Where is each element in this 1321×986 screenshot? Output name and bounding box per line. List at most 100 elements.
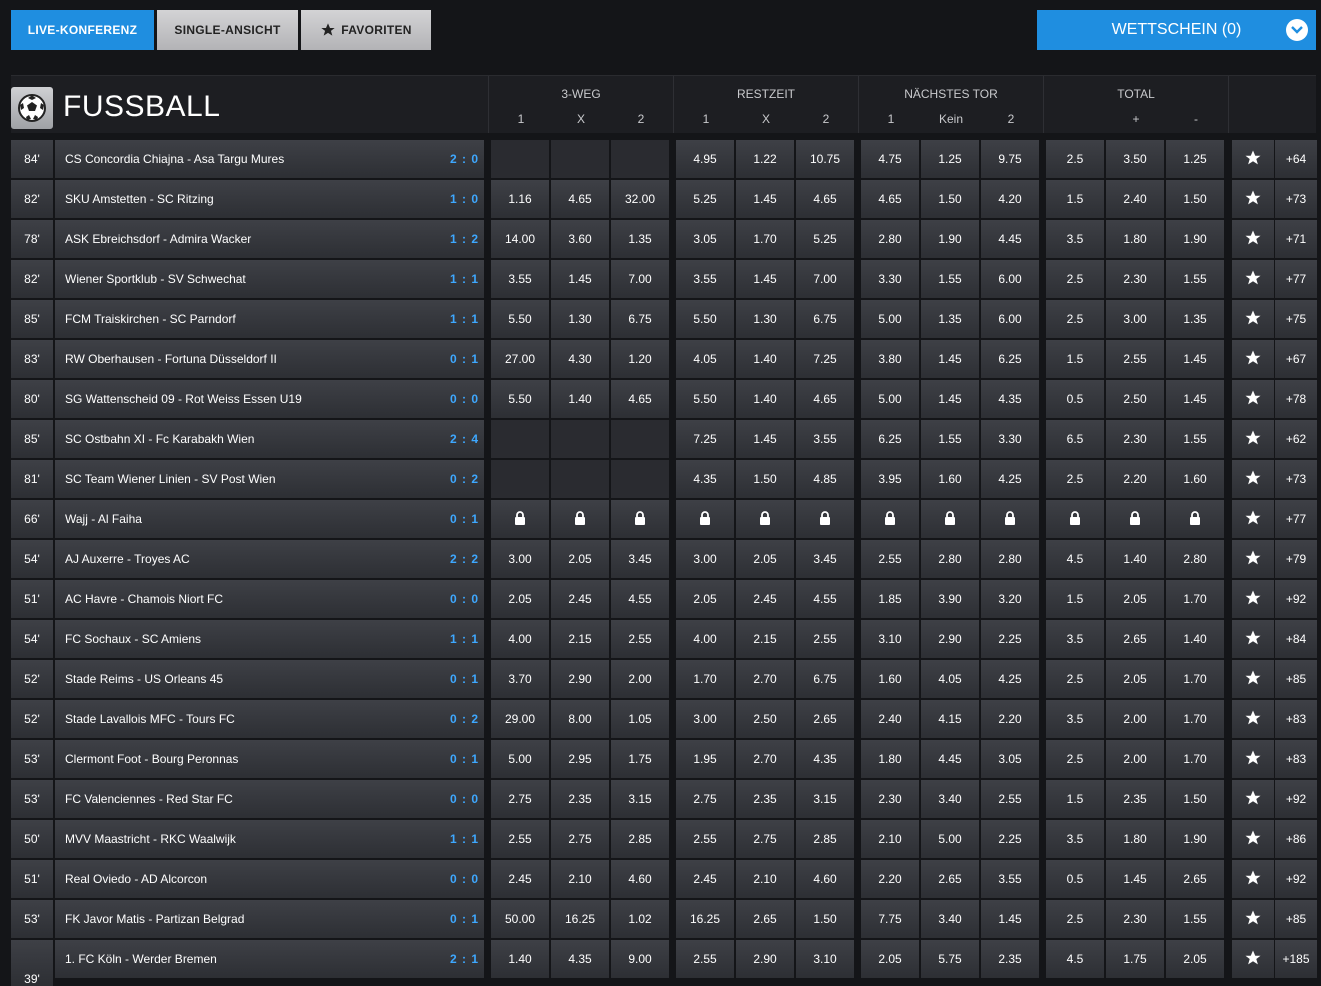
odd-button[interactable]: 1.45 bbox=[981, 900, 1039, 938]
odd-button[interactable]: 7.00 bbox=[611, 260, 669, 298]
odd-button[interactable]: 2.05 bbox=[1166, 940, 1224, 978]
odd-button[interactable]: 2.10 bbox=[736, 860, 794, 898]
odd-button[interactable]: 5.00 bbox=[861, 300, 919, 338]
odd-button[interactable]: 3.05 bbox=[981, 740, 1039, 778]
odd-button[interactable]: 2.05 bbox=[491, 580, 549, 618]
odd-button[interactable]: 9.75 bbox=[981, 140, 1039, 178]
odd-button[interactable]: 2.85 bbox=[796, 820, 854, 858]
odd-button[interactable]: 2.30 bbox=[861, 780, 919, 818]
match-teams-cell[interactable]: FCM Traiskirchen - SC Parndorf 1 : 1 bbox=[55, 300, 484, 338]
odd-button[interactable]: 2.75 bbox=[676, 780, 734, 818]
favorite-star-button[interactable] bbox=[1232, 180, 1274, 218]
odd-button[interactable]: 1.5 bbox=[1046, 340, 1104, 378]
more-markets-button[interactable]: +78 bbox=[1275, 380, 1317, 418]
odd-button[interactable]: 1.60 bbox=[921, 460, 979, 498]
favorite-star-button[interactable] bbox=[1232, 620, 1274, 658]
odd-button[interactable]: 2.5 bbox=[1046, 740, 1104, 778]
match-teams-cell[interactable]: Wajj - Al Faiha 0 : 1 bbox=[55, 500, 484, 538]
odd-button[interactable]: 3.15 bbox=[796, 780, 854, 818]
odd-button[interactable]: 4.60 bbox=[611, 860, 669, 898]
odd-button[interactable]: 2.30 bbox=[1106, 420, 1164, 458]
odd-button[interactable]: 2.65 bbox=[1166, 860, 1224, 898]
odd-button[interactable]: 0.5 bbox=[1046, 380, 1104, 418]
odd-button[interactable]: 1.55 bbox=[1166, 260, 1224, 298]
odd-button[interactable]: 1.50 bbox=[921, 180, 979, 218]
odd-button[interactable]: 14.00 bbox=[491, 220, 549, 258]
odd-button[interactable]: 4.15 bbox=[921, 700, 979, 738]
favorite-star-button[interactable] bbox=[1232, 580, 1274, 618]
odd-button[interactable]: 2.05 bbox=[676, 580, 734, 618]
odd-button[interactable]: 2.75 bbox=[551, 820, 609, 858]
odd-button[interactable]: 16.25 bbox=[676, 900, 734, 938]
odd-button[interactable]: 2.30 bbox=[1106, 900, 1164, 938]
chevron-down-icon[interactable] bbox=[1286, 19, 1308, 41]
odd-button[interactable]: 1.90 bbox=[1166, 820, 1224, 858]
odd-button[interactable]: 1.40 bbox=[1106, 540, 1164, 578]
odd-button[interactable]: 1.45 bbox=[736, 420, 794, 458]
favorite-star-button[interactable] bbox=[1232, 700, 1274, 738]
odd-button[interactable]: 3.00 bbox=[491, 540, 549, 578]
odd-button[interactable]: 2.70 bbox=[736, 740, 794, 778]
odd-button[interactable]: 2.10 bbox=[861, 820, 919, 858]
favorite-star-button[interactable] bbox=[1232, 260, 1274, 298]
odd-button[interactable]: 1.50 bbox=[1166, 780, 1224, 818]
odd-button[interactable]: 2.5 bbox=[1046, 260, 1104, 298]
match-teams-cell[interactable]: SC Ostbahn XI - Fc Karabakh Wien 2 : 4 bbox=[55, 420, 484, 458]
odd-button[interactable]: 1.70 bbox=[1166, 580, 1224, 618]
odd-button[interactable]: 1.50 bbox=[1166, 180, 1224, 218]
odd-button[interactable]: 1.70 bbox=[676, 660, 734, 698]
odd-button[interactable]: 1.45 bbox=[736, 260, 794, 298]
odd-button[interactable]: 1.5 bbox=[1046, 180, 1104, 218]
odd-button[interactable]: 1.80 bbox=[1106, 220, 1164, 258]
odd-button[interactable]: 1.20 bbox=[611, 340, 669, 378]
odd-button[interactable]: 2.5 bbox=[1046, 900, 1104, 938]
odd-button[interactable]: 6.75 bbox=[611, 300, 669, 338]
odd-button[interactable]: 2.50 bbox=[736, 700, 794, 738]
odd-button[interactable]: 1.45 bbox=[1106, 860, 1164, 898]
odd-button[interactable]: 2.55 bbox=[676, 940, 734, 978]
favorite-star-button[interactable] bbox=[1232, 460, 1274, 498]
odd-button[interactable]: 1.70 bbox=[736, 220, 794, 258]
odd-button[interactable]: 6.25 bbox=[861, 420, 919, 458]
odd-button[interactable]: 2.40 bbox=[861, 700, 919, 738]
odd-button[interactable]: 50.00 bbox=[491, 900, 549, 938]
odd-button[interactable]: 2.75 bbox=[491, 780, 549, 818]
favorite-star-button[interactable] bbox=[1232, 740, 1274, 778]
odd-button[interactable]: 3.10 bbox=[861, 620, 919, 658]
match-teams-cell[interactable]: Stade Lavallois MFC - Tours FC 0 : 2 bbox=[55, 700, 484, 738]
match-teams-cell[interactable]: AJ Auxerre - Troyes AC 2 : 2 bbox=[55, 540, 484, 578]
odd-button[interactable]: 4.95 bbox=[676, 140, 734, 178]
favorite-star-button[interactable] bbox=[1232, 660, 1274, 698]
more-markets-button[interactable]: +86 bbox=[1275, 820, 1317, 858]
odd-button[interactable]: 3.00 bbox=[1106, 300, 1164, 338]
odd-button[interactable]: 4.60 bbox=[796, 860, 854, 898]
favorite-star-button[interactable] bbox=[1232, 300, 1274, 338]
odd-button[interactable]: 3.05 bbox=[676, 220, 734, 258]
odd-button[interactable]: 2.40 bbox=[1106, 180, 1164, 218]
odd-button[interactable]: 2.00 bbox=[611, 660, 669, 698]
odd-button[interactable]: 1.5 bbox=[1046, 580, 1104, 618]
odd-button[interactable]: 2.90 bbox=[551, 660, 609, 698]
favorite-star-button[interactable] bbox=[1232, 860, 1274, 898]
favorite-star-button[interactable] bbox=[1232, 940, 1274, 978]
odd-button[interactable]: 1.45 bbox=[551, 260, 609, 298]
odd-button[interactable]: 2.35 bbox=[981, 940, 1039, 978]
odd-button[interactable]: 2.55 bbox=[1106, 340, 1164, 378]
odd-button[interactable]: 2.45 bbox=[491, 860, 549, 898]
odd-button[interactable]: 1.50 bbox=[736, 460, 794, 498]
match-teams-cell[interactable]: Clermont Foot - Bourg Peronnas 0 : 1 bbox=[55, 740, 484, 778]
odd-button[interactable]: 3.00 bbox=[676, 700, 734, 738]
tab-favoriten[interactable]: FAVORITEN bbox=[301, 10, 431, 50]
odd-button[interactable]: 2.70 bbox=[736, 660, 794, 698]
odd-button[interactable]: 10.75 bbox=[796, 140, 854, 178]
odd-button[interactable]: 7.25 bbox=[676, 420, 734, 458]
odd-button[interactable]: 3.5 bbox=[1046, 220, 1104, 258]
odd-button[interactable]: 4.5 bbox=[1046, 940, 1104, 978]
odd-button[interactable]: 2.45 bbox=[736, 580, 794, 618]
odd-button[interactable]: 1.35 bbox=[1166, 300, 1224, 338]
odd-button[interactable]: 1.16 bbox=[491, 180, 549, 218]
odd-button[interactable]: 4.65 bbox=[796, 380, 854, 418]
odd-button[interactable]: 1.45 bbox=[921, 380, 979, 418]
odd-button[interactable]: 2.65 bbox=[796, 700, 854, 738]
favorite-star-button[interactable] bbox=[1232, 340, 1274, 378]
